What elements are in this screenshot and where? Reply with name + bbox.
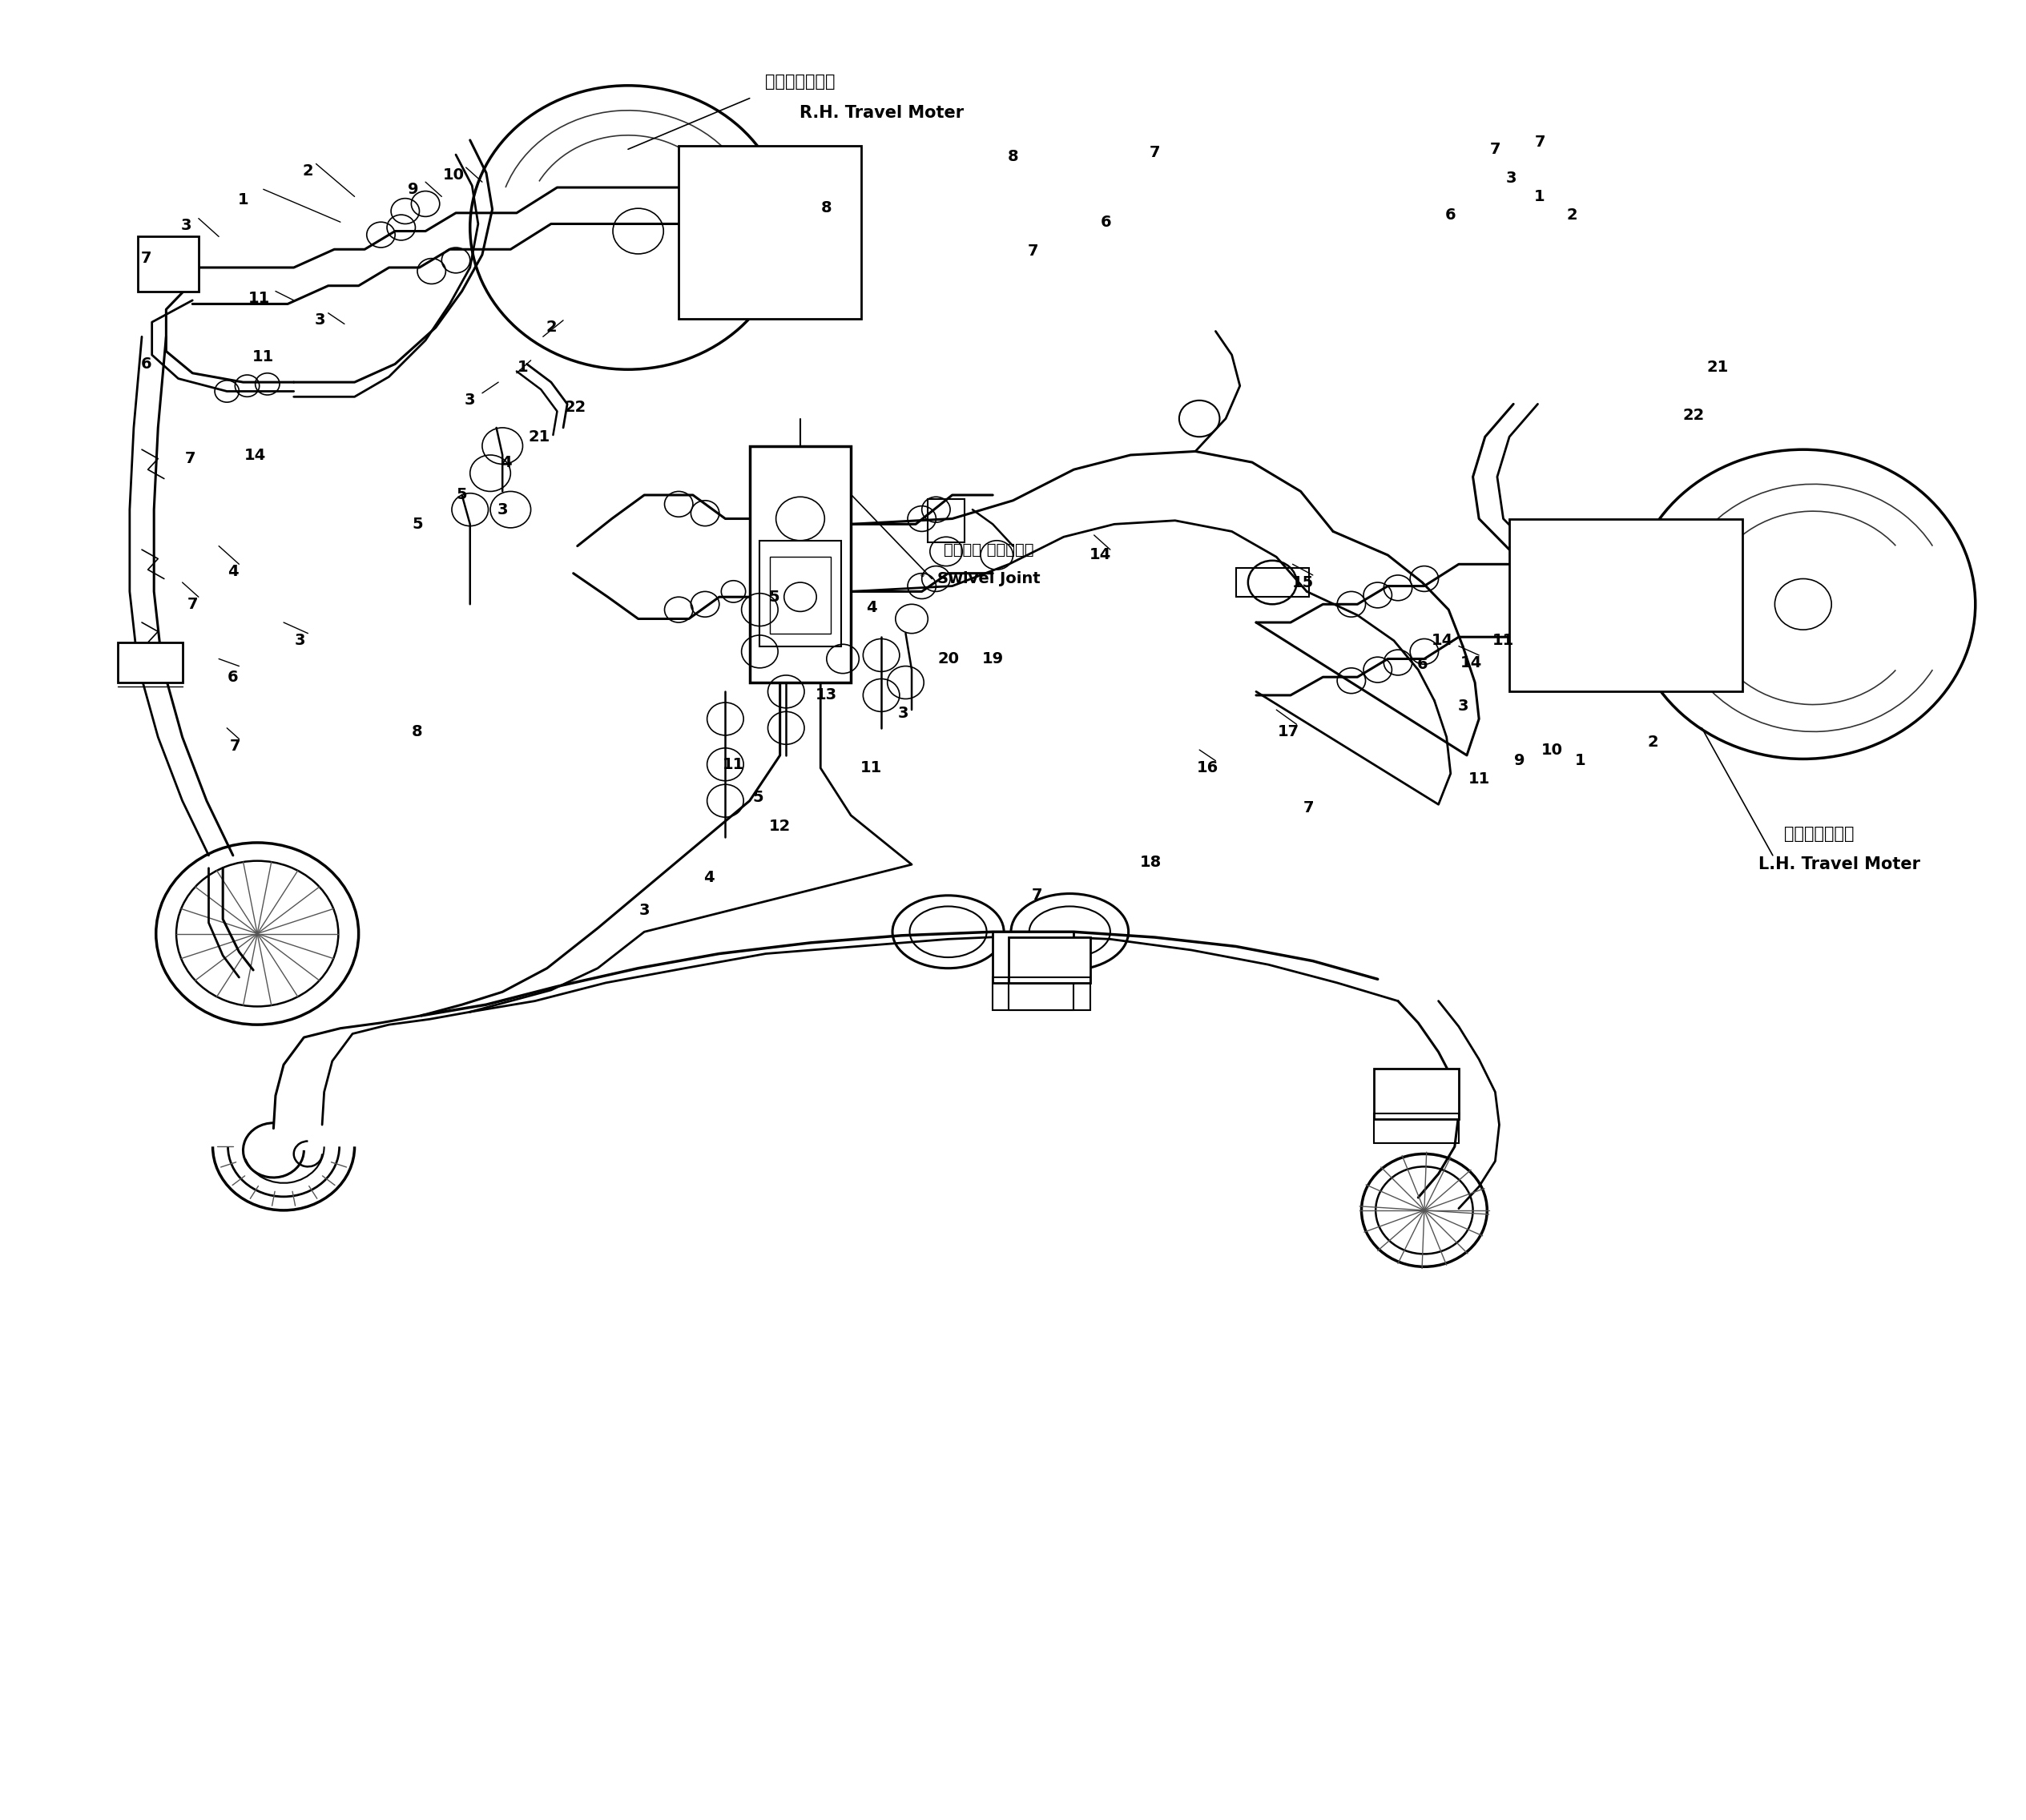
Text: 17: 17 bbox=[1278, 724, 1299, 739]
Text: 7: 7 bbox=[1149, 146, 1161, 160]
Text: スイベル ジョイント: スイベル ジョイント bbox=[944, 542, 1033, 557]
Text: 14: 14 bbox=[245, 448, 265, 462]
Bar bbox=[1509, 519, 1742, 692]
Text: 21: 21 bbox=[1708, 360, 1728, 375]
Text: 8: 8 bbox=[411, 724, 423, 739]
Text: 8: 8 bbox=[821, 200, 833, 215]
Text: 11: 11 bbox=[723, 757, 744, 772]
Text: 14: 14 bbox=[1090, 548, 1110, 562]
Text: 1: 1 bbox=[237, 193, 249, 207]
Text: 11: 11 bbox=[1469, 772, 1489, 786]
Text: 3: 3 bbox=[180, 218, 192, 233]
Text: 7: 7 bbox=[186, 597, 199, 612]
Text: 1: 1 bbox=[1574, 753, 1586, 768]
Text: 7: 7 bbox=[1489, 142, 1501, 157]
Text: 5: 5 bbox=[411, 517, 423, 531]
Bar bbox=[1009, 977, 1090, 1010]
Text: 4: 4 bbox=[227, 564, 239, 579]
Bar bbox=[770, 557, 831, 633]
Text: R.H. Travel Moter: R.H. Travel Moter bbox=[798, 106, 964, 120]
Text: 12: 12 bbox=[770, 819, 790, 834]
Text: 5: 5 bbox=[456, 488, 468, 502]
Text: 22: 22 bbox=[565, 400, 586, 415]
Bar bbox=[928, 499, 964, 542]
Text: 6: 6 bbox=[1100, 215, 1112, 229]
Text: 3: 3 bbox=[464, 393, 476, 408]
Text: 16: 16 bbox=[1197, 761, 1218, 775]
Bar bbox=[1009, 937, 1090, 983]
Bar bbox=[679, 146, 861, 318]
Text: 13: 13 bbox=[816, 688, 837, 703]
Text: Swivel Joint: Swivel Joint bbox=[938, 571, 1039, 586]
Text: 4: 4 bbox=[865, 601, 877, 615]
Text: 19: 19 bbox=[983, 652, 1003, 666]
Text: 11: 11 bbox=[1493, 633, 1513, 648]
Bar bbox=[750, 446, 851, 682]
Text: 6: 6 bbox=[227, 670, 239, 684]
Text: 10: 10 bbox=[1542, 743, 1562, 757]
Text: 6: 6 bbox=[140, 357, 152, 371]
Text: 7: 7 bbox=[140, 251, 152, 266]
Text: 7: 7 bbox=[184, 451, 197, 466]
Bar bbox=[1374, 1114, 1459, 1143]
Bar bbox=[993, 932, 1074, 983]
Text: 5: 5 bbox=[768, 590, 780, 604]
Text: 左　走行モータ: 左 走行モータ bbox=[1785, 826, 1854, 841]
Text: 7: 7 bbox=[229, 739, 241, 753]
Bar bbox=[138, 237, 199, 291]
Text: 6: 6 bbox=[1416, 657, 1428, 672]
Text: 1: 1 bbox=[517, 360, 529, 375]
Text: 22: 22 bbox=[1684, 408, 1704, 422]
Text: 21: 21 bbox=[529, 430, 549, 444]
Text: 18: 18 bbox=[1141, 855, 1161, 870]
Text: 14: 14 bbox=[1461, 655, 1481, 670]
Text: 11: 11 bbox=[253, 349, 274, 364]
Text: 5: 5 bbox=[752, 790, 764, 804]
Text: 7: 7 bbox=[1303, 801, 1315, 815]
Text: 2: 2 bbox=[302, 164, 314, 178]
Text: 2: 2 bbox=[1566, 207, 1578, 222]
Text: 3: 3 bbox=[1505, 171, 1517, 186]
Text: 3: 3 bbox=[294, 633, 306, 648]
Text: 2: 2 bbox=[545, 320, 557, 335]
Bar bbox=[760, 541, 841, 646]
Text: 20: 20 bbox=[938, 652, 958, 666]
Text: 15: 15 bbox=[1293, 575, 1313, 590]
Text: 3: 3 bbox=[638, 903, 650, 917]
Text: 14: 14 bbox=[1432, 633, 1453, 648]
Text: 11: 11 bbox=[861, 761, 881, 775]
Text: 9: 9 bbox=[1513, 753, 1526, 768]
Bar bbox=[1374, 1068, 1459, 1119]
Text: 6: 6 bbox=[1445, 207, 1457, 222]
Text: 1: 1 bbox=[1534, 189, 1546, 204]
Text: 右　走行モータ: 右 走行モータ bbox=[766, 75, 835, 89]
Text: 3: 3 bbox=[314, 313, 326, 328]
Text: 4: 4 bbox=[703, 870, 715, 885]
Text: L.H. Travel Moter: L.H. Travel Moter bbox=[1759, 857, 1921, 872]
Text: 9: 9 bbox=[407, 182, 419, 197]
Text: 3: 3 bbox=[898, 706, 910, 721]
Text: 2: 2 bbox=[1647, 735, 1659, 750]
Bar bbox=[1236, 568, 1309, 597]
Text: °: ° bbox=[920, 573, 924, 584]
Text: 8: 8 bbox=[1007, 149, 1019, 164]
Text: 3: 3 bbox=[1457, 699, 1469, 713]
Text: 7: 7 bbox=[1534, 135, 1546, 149]
Text: 11: 11 bbox=[249, 291, 269, 306]
Text: 7: 7 bbox=[1027, 244, 1039, 258]
Bar bbox=[118, 642, 182, 682]
Text: 3: 3 bbox=[496, 502, 509, 517]
Text: 4: 4 bbox=[500, 455, 513, 470]
Text: 7: 7 bbox=[1031, 888, 1043, 903]
Text: 10: 10 bbox=[444, 167, 464, 182]
Bar bbox=[993, 977, 1074, 1010]
